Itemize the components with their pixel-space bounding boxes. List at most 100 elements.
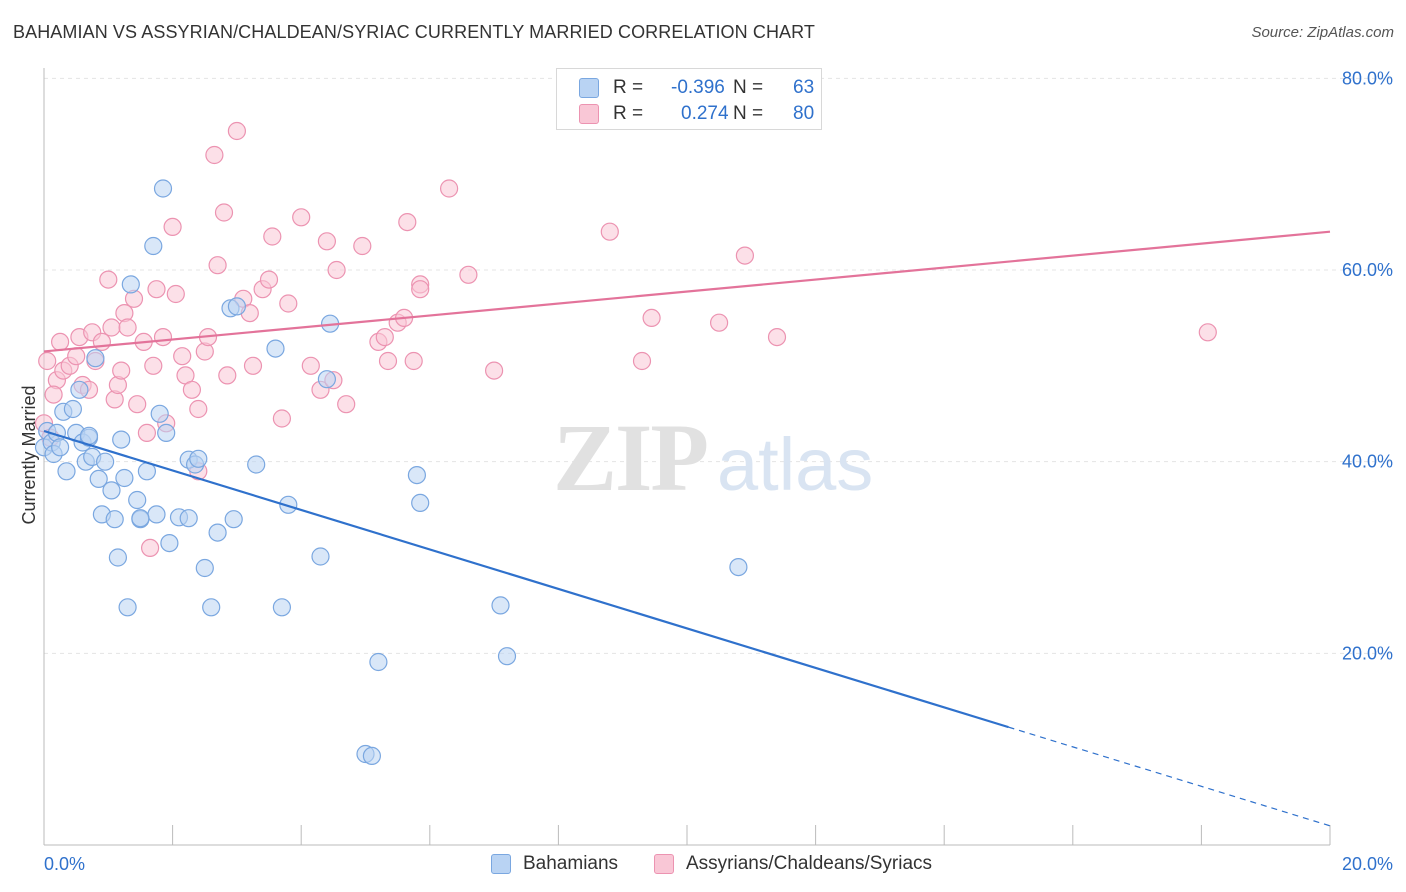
bahamian-point	[202, 598, 221, 617]
assyrian-point	[166, 284, 185, 304]
bahamian-point	[179, 509, 198, 528]
assyrian-point	[67, 347, 86, 366]
assyrian-point	[144, 356, 163, 375]
bahamian-point	[63, 399, 83, 419]
source-label: Source: ZipAtlas.com	[1251, 24, 1394, 41]
assyrian-point	[214, 203, 234, 222]
bottom-legend-swatch-pink	[654, 854, 674, 874]
assyrian-point	[205, 145, 224, 165]
assyrian-point	[279, 294, 298, 313]
bahamian-point	[189, 449, 208, 468]
bahamian-point	[105, 510, 124, 529]
watermark: ZIP atlas	[553, 404, 873, 511]
bahamian-point	[317, 370, 336, 389]
bahamian-point	[157, 423, 176, 442]
y-tick-label: 40.0%	[1342, 452, 1393, 472]
assyrian-point	[112, 361, 131, 380]
assyrian-point	[173, 347, 192, 366]
assyrian-point	[208, 256, 227, 275]
bahamian-point	[108, 548, 128, 567]
bahamian-point	[247, 455, 266, 474]
assyrian-point	[404, 351, 423, 371]
assyrian-point	[642, 308, 661, 327]
assyrian-point	[485, 361, 504, 380]
assyrian-point	[632, 351, 652, 371]
bahamian-point	[79, 426, 99, 445]
legend-n-label: N =	[733, 103, 764, 124]
bahamian-point	[147, 505, 166, 524]
y-tick-label: 80.0%	[1342, 68, 1393, 88]
bahamian-point	[227, 297, 246, 316]
assyrian-trendline	[43, 230, 1331, 353]
bahamian-point	[128, 490, 147, 510]
bahamian-point	[118, 598, 137, 617]
bahamian-point	[224, 510, 243, 529]
assyrian-point	[99, 270, 118, 289]
watermark-zip: ZIP	[553, 404, 707, 511]
bahamian-point	[272, 598, 291, 617]
assyrian-point	[128, 395, 147, 414]
assyrian-point	[767, 328, 787, 347]
assyrian-point	[292, 208, 311, 227]
bahamian-point	[362, 746, 381, 766]
grid	[44, 77, 1392, 654]
bahamian-point	[102, 481, 121, 500]
bottom-legend-label: Bahamians	[523, 853, 619, 874]
bahamian-point	[70, 380, 89, 399]
assyrian-point	[102, 318, 121, 337]
y-tick-label: 60.0%	[1342, 260, 1393, 280]
x-tick-label: 20.0%	[1342, 854, 1393, 874]
assyrian-point	[147, 280, 166, 299]
chart-title: BAHAMIAN VS ASSYRIAN/CHALDEAN/SYRIAC CUR…	[13, 22, 816, 42]
legend-n-value: 80	[793, 103, 815, 124]
bahamian-point	[208, 523, 227, 542]
watermark-atlas: atlas	[717, 423, 873, 506]
correlation-legend: R = -0.396 N = 63 R = 0.274 N = 80	[556, 68, 822, 130]
assyrian-point	[259, 270, 279, 289]
assyrian-point	[353, 236, 372, 256]
assyrian-point	[375, 328, 394, 347]
bahamian-point	[497, 647, 517, 666]
assyrian-point	[92, 332, 112, 351]
bahamian-point	[86, 349, 105, 368]
legend-r-label: R =	[613, 103, 644, 124]
assyrian-point	[141, 538, 160, 558]
bahamian-point	[311, 547, 330, 566]
bahamian-point	[279, 495, 298, 514]
axes	[43, 68, 1331, 846]
assyrian-point	[118, 318, 137, 337]
y-tick-label: 20.0%	[1342, 643, 1393, 663]
x-tick-label: 0.0%	[44, 854, 85, 874]
bahamian-point	[153, 179, 173, 198]
assyrian-point	[337, 395, 356, 414]
bahamian-point	[57, 462, 76, 481]
assyrian-point	[137, 423, 156, 442]
legend-swatch-blue	[579, 78, 599, 98]
bottom-legend-swatch-blue	[491, 854, 511, 874]
assyrian-point	[411, 280, 430, 299]
assyrian-point	[1198, 323, 1217, 342]
y-axis-label: Currently Married	[19, 385, 39, 524]
bahamian-point	[491, 596, 510, 615]
legend-r-label: R =	[613, 77, 644, 98]
assyrian-point	[189, 399, 208, 419]
axis-labels: 20.0% 40.0% 60.0% 80.0% 0.0% 20.0%	[44, 68, 1393, 874]
assyrian-point	[44, 385, 63, 404]
bahamian-point	[411, 493, 430, 512]
assyrian-point	[243, 356, 263, 375]
bahamian-point	[112, 430, 131, 449]
bahamian-point	[121, 275, 140, 294]
bahamian-point	[160, 533, 179, 553]
bahamian-point	[266, 339, 285, 358]
bahamian-point	[195, 558, 214, 578]
bahamian-point	[89, 469, 108, 488]
assyrian-point	[227, 121, 246, 141]
legend-r-value: 0.274	[681, 103, 729, 124]
assyrian-point	[50, 332, 70, 351]
bahamian-trendline	[43, 429, 1009, 729]
assyrian-point	[600, 222, 619, 241]
legend-n-value: 63	[793, 77, 815, 98]
bahamian-points	[34, 179, 748, 766]
bahamian-trendline-extension	[1008, 726, 1331, 827]
bahamian-point	[150, 404, 169, 423]
